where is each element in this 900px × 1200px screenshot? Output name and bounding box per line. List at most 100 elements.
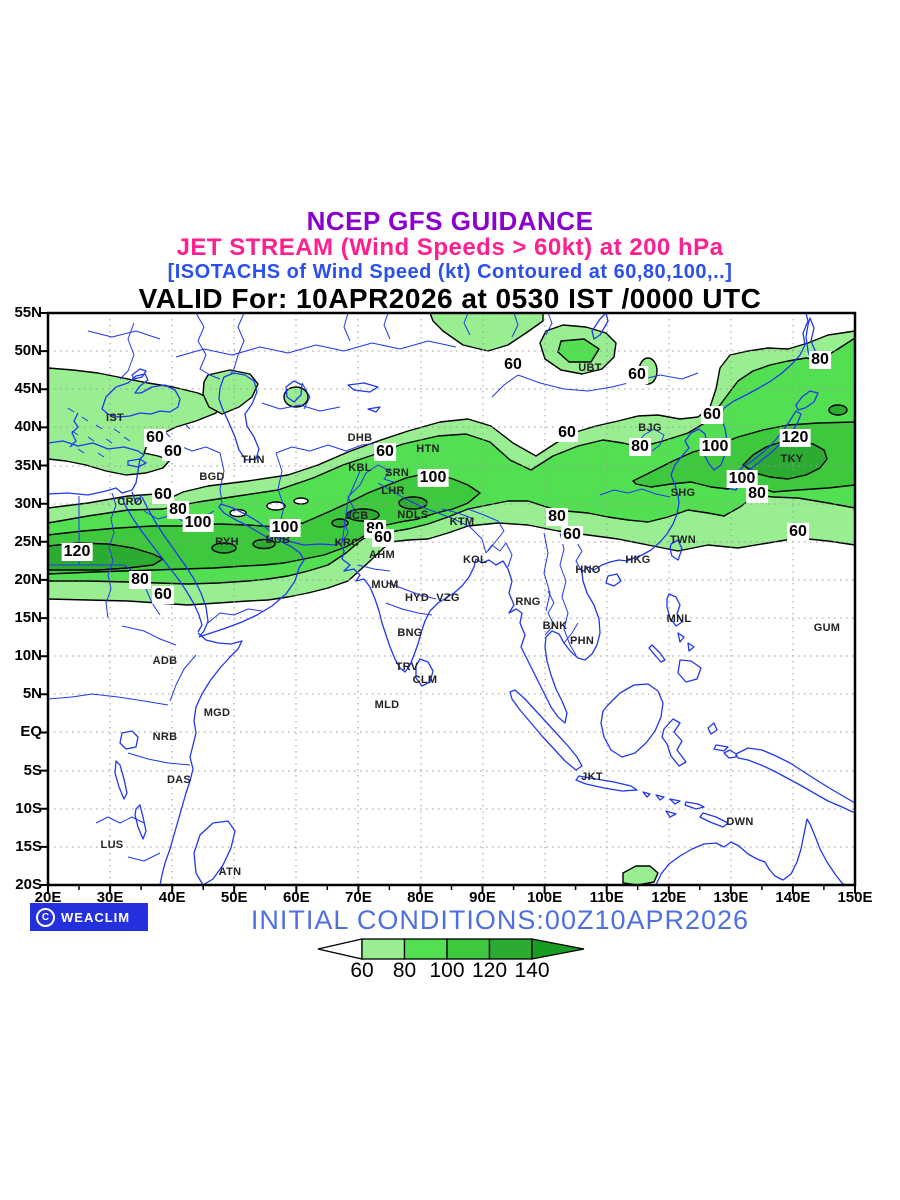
lat-tick-label: 15N (14, 609, 42, 627)
contour-value-label: 60 (144, 429, 166, 447)
station-label: MUM (371, 579, 399, 591)
lat-tick-label: 20N (14, 570, 42, 588)
station-label: THN (241, 454, 265, 466)
lon-tick-label: 120E (651, 889, 687, 906)
station-label: DAS (166, 774, 192, 786)
lon-tick-label: 80E (407, 889, 434, 906)
map-plot-area: IST THN BGD CRO RYH DUB ADB MGD NRB DAS LUS ATN DHB H… (39, 311, 857, 894)
initial-conditions-text: INITIAL CONDITIONS:00Z10APR2026 (250, 905, 750, 935)
contour-value-label: 60 (374, 443, 396, 461)
contour-value-label: 80 (746, 485, 768, 503)
lat-tick-label: 35N (14, 456, 42, 474)
station-label: MGD (203, 707, 231, 719)
contour-value-label: 60 (152, 486, 174, 504)
station-label: ATN (218, 866, 242, 878)
legend-tick-value: 60 (350, 959, 374, 982)
station-label: JKT (581, 771, 603, 783)
station-label: HNO (575, 564, 601, 576)
contour-value-label: 80 (629, 438, 651, 456)
contour-value-label: 60 (626, 366, 648, 384)
station-label: LHR (381, 485, 405, 497)
jet-bands (47, 312, 856, 886)
lon-tick-label: 130E (713, 889, 749, 906)
lat-tick-label: 30N (14, 494, 42, 512)
contour-value-label: 100 (182, 514, 214, 532)
station-label: SRN (384, 467, 410, 479)
lon-tick-label: 70E (345, 889, 372, 906)
station-label: KOL (462, 554, 488, 566)
page-title: NCEP GFS GUIDANCE (306, 206, 594, 236)
station-label: VZG (436, 592, 460, 604)
lat-tick-label: 50N (14, 342, 42, 360)
contour-value-label: 120 (61, 543, 93, 561)
station-label: TKY (780, 453, 804, 465)
station-label: KRC (334, 537, 360, 549)
legend-tick-value: 140 (514, 959, 550, 982)
legend-above-140-arrow (531, 938, 585, 960)
station-label: DHB (347, 432, 373, 444)
contour-value-label: 60 (152, 586, 174, 604)
subtitle-isotachs: [ISOTACHS of Wind Speed (kt) Contoured a… (167, 261, 733, 283)
map-frame (39, 311, 857, 894)
contour-value-label: 80 (129, 571, 151, 589)
station-label: RYH (215, 536, 239, 548)
station-label: ADB (152, 655, 178, 667)
station-label: BNG (397, 627, 423, 639)
lon-tick-label: 40E (158, 889, 186, 906)
station-label: TWN (670, 534, 696, 546)
contour-value-label: 100 (699, 438, 731, 456)
legend-colorbar (317, 938, 585, 960)
station-label: HKG (625, 554, 651, 566)
lon-tick-label: 140E (775, 889, 811, 906)
lat-tick-label: 15S (15, 837, 42, 855)
legend-tick-value: 120 (471, 959, 508, 982)
station-label: KBL (348, 462, 372, 474)
contour-value-label: 120 (779, 429, 811, 447)
contour-value-label: 80 (546, 508, 568, 526)
lon-tick-label: 110E (589, 889, 624, 906)
lat-tick-label: 55N (14, 304, 42, 321)
map-canvas (39, 311, 857, 894)
station-label: IST (105, 412, 125, 424)
station-label: DUB (265, 534, 291, 546)
station-label: GUM (813, 622, 841, 634)
lat-tick-label: 5S (23, 761, 42, 779)
lat-tick-label: 20S (15, 875, 42, 893)
station-label: NDLS (397, 509, 429, 521)
weaclim-label: WEACLIM (61, 909, 131, 925)
lat-tick-label: 10S (15, 799, 42, 817)
lon-tick-label: 20E (34, 889, 62, 906)
contour-value-label: 60 (162, 443, 184, 461)
lon-tick-label: 150E (837, 889, 873, 906)
contour-value-label: 60 (701, 406, 723, 424)
station-label: CRO (117, 496, 143, 508)
lon-tick-label: 90E (469, 889, 496, 906)
station-label: KTM (449, 516, 475, 528)
copyright-icon: C (36, 907, 55, 927)
contour-value-label: 100 (726, 470, 758, 488)
contour-value-label: 80 (809, 351, 831, 369)
station-label: AHM (369, 549, 395, 561)
station-label: PHN (569, 635, 595, 647)
weaclim-badge: C WEACLIM (30, 903, 148, 931)
station-label: HYD (404, 592, 430, 604)
station-label: RNG (515, 596, 541, 608)
borders-rivers (47, 312, 699, 862)
legend-tick-value: 80 (392, 959, 417, 982)
contour-value-label: 60 (561, 526, 583, 544)
station-label: MLD (374, 699, 400, 711)
lon-tick-label: 30E (96, 889, 124, 906)
station-label: CLM (412, 674, 438, 686)
station-label: JCB (345, 510, 369, 522)
station-label: BJG (638, 422, 662, 434)
station-label: HTN (416, 443, 440, 455)
lat-tick-label: 45N (14, 380, 42, 398)
axis-ticks (39, 312, 856, 894)
lon-tick-label: 50E (220, 889, 248, 906)
lat-tick-label: EQ (20, 723, 42, 741)
station-label: BNK (542, 620, 568, 632)
contour-value-label: 60 (556, 424, 578, 442)
station-label: TRV (395, 661, 419, 673)
lat-tick-label: 40N (14, 418, 42, 436)
